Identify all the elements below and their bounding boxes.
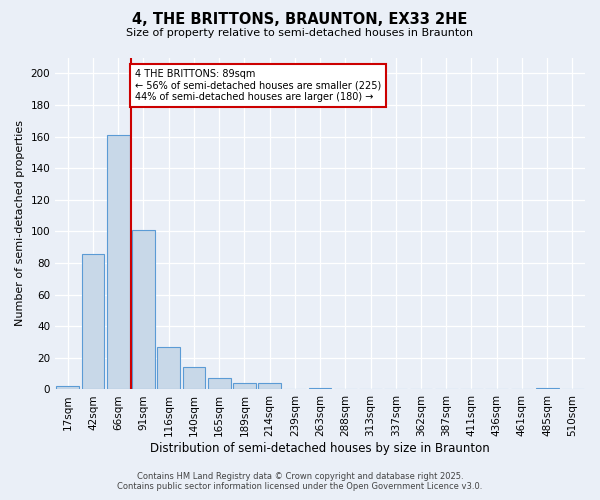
Bar — [107, 135, 130, 390]
X-axis label: Distribution of semi-detached houses by size in Braunton: Distribution of semi-detached houses by … — [150, 442, 490, 455]
Text: 4 THE BRITTONS: 89sqm
← 56% of semi-detached houses are smaller (225)
44% of sem: 4 THE BRITTONS: 89sqm ← 56% of semi-deta… — [134, 68, 381, 102]
Bar — [233, 383, 256, 390]
Bar — [56, 386, 79, 390]
Text: Size of property relative to semi-detached houses in Braunton: Size of property relative to semi-detach… — [127, 28, 473, 38]
Bar — [258, 383, 281, 390]
Bar — [536, 388, 559, 390]
Bar — [132, 230, 155, 390]
Bar — [182, 368, 205, 390]
Y-axis label: Number of semi-detached properties: Number of semi-detached properties — [15, 120, 25, 326]
Text: 4, THE BRITTONS, BRAUNTON, EX33 2HE: 4, THE BRITTONS, BRAUNTON, EX33 2HE — [133, 12, 467, 28]
Bar — [208, 378, 230, 390]
Bar — [82, 254, 104, 390]
Bar — [157, 347, 180, 390]
Text: Contains HM Land Registry data © Crown copyright and database right 2025.
Contai: Contains HM Land Registry data © Crown c… — [118, 472, 482, 491]
Bar — [309, 388, 331, 390]
